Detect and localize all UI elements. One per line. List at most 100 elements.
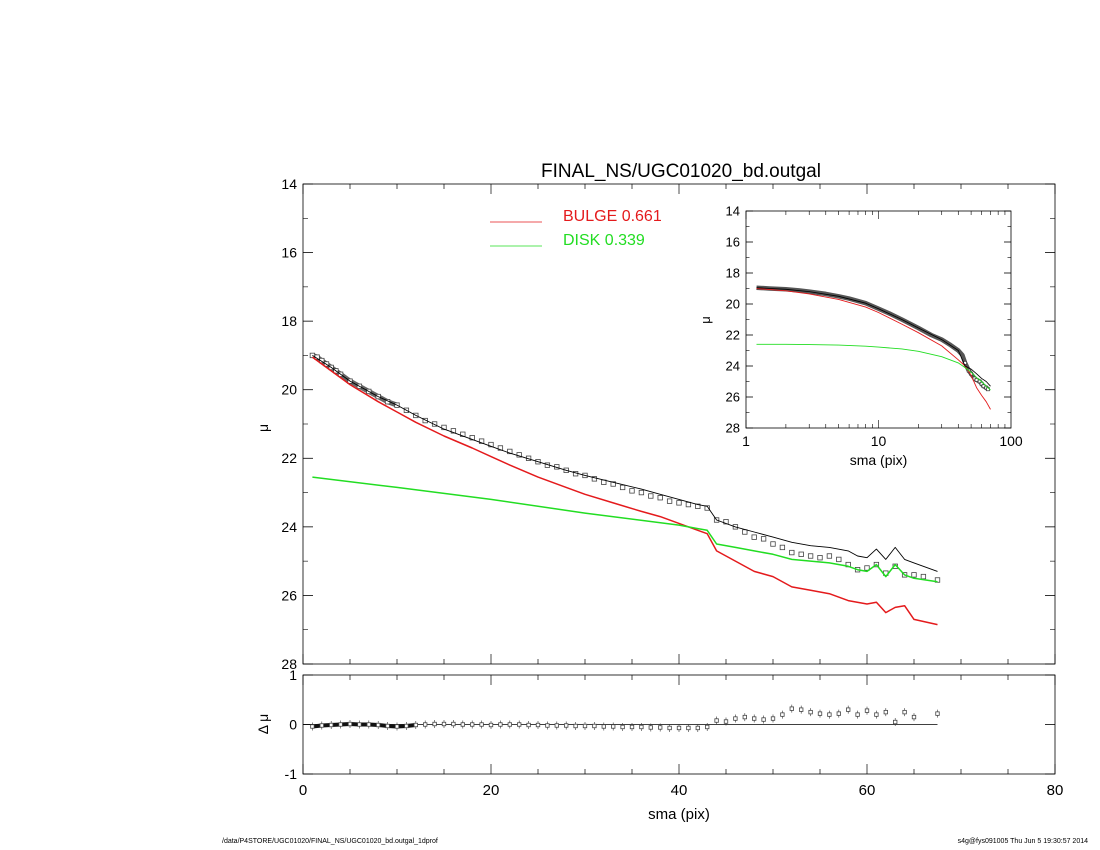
residual-point — [658, 725, 663, 730]
data-point — [742, 529, 748, 535]
residual-point — [742, 714, 747, 720]
x-tick-label: 20 — [483, 782, 500, 799]
residual-point — [357, 722, 362, 727]
residual-point — [770, 716, 776, 721]
footer-file-path: /data/P4STORE/UGC01020/FINAL_NS/UGC01020… — [222, 838, 438, 845]
residual-point — [733, 716, 738, 721]
data-point — [826, 553, 833, 559]
residual-point — [611, 724, 616, 729]
residual-point — [893, 719, 898, 725]
residual-point — [347, 721, 353, 727]
residual-point — [564, 723, 569, 728]
y-tick-label: 0 — [289, 716, 297, 732]
residual-band — [312, 722, 417, 729]
y-tick-label: -1 — [285, 766, 298, 782]
x-tick-label: 1 — [742, 433, 750, 449]
residual-point — [338, 722, 343, 727]
x-tick-label: 100 — [999, 433, 1023, 449]
residual-point — [404, 723, 409, 729]
residual-point — [935, 711, 940, 716]
residual-point — [836, 711, 841, 716]
residual-point — [695, 725, 700, 731]
y-tick-label: 20 — [281, 382, 297, 398]
residual-point — [423, 722, 428, 727]
residual-point — [686, 725, 691, 731]
residual-point — [846, 707, 851, 712]
data-point — [441, 424, 447, 431]
data-point — [450, 428, 457, 434]
data-point — [460, 431, 466, 437]
y-tick-label: 14 — [726, 204, 740, 219]
y-tick-label: 20 — [726, 297, 740, 312]
residual-point — [648, 725, 653, 730]
data-point — [478, 438, 485, 444]
data-point — [638, 489, 645, 496]
data-point — [497, 445, 504, 451]
data-point — [789, 549, 795, 556]
y-tick-label: 28 — [726, 421, 740, 436]
data-point — [751, 534, 757, 540]
y-tick-label: 18 — [281, 313, 297, 329]
residual-point — [808, 709, 813, 715]
residual-point — [470, 722, 475, 727]
residual-point — [517, 722, 522, 727]
data-point — [676, 500, 682, 506]
y-tick-label: 16 — [281, 244, 297, 260]
y-tick-label: 22 — [726, 328, 740, 343]
residual-point — [526, 722, 531, 728]
residual-point — [799, 707, 804, 712]
residual-point — [488, 722, 494, 728]
data-point — [657, 495, 663, 501]
residual-point — [554, 723, 559, 728]
residual-point — [507, 722, 512, 727]
data-point — [798, 551, 804, 557]
data-point — [591, 476, 598, 482]
residual-point — [761, 717, 766, 722]
y-tick-label: 24 — [281, 519, 297, 535]
residual-point — [667, 725, 672, 731]
x-axis-label: sma (pix) — [648, 806, 710, 823]
y-tick-label: 18 — [726, 266, 740, 281]
residual-point — [874, 712, 879, 717]
residual-point — [385, 723, 390, 729]
data-point — [760, 536, 767, 542]
residual-point — [451, 721, 456, 727]
y-axis-label: μ — [255, 424, 271, 432]
y-tick-label: 16 — [726, 235, 740, 250]
residual-point — [902, 709, 907, 715]
data-point — [488, 441, 494, 448]
bulge-line — [311, 356, 938, 626]
inset-x-axis-label: sma (pix) — [850, 452, 908, 468]
disk-line — [312, 476, 938, 583]
x-tick-label: 80 — [1047, 782, 1064, 799]
residual-point — [329, 722, 334, 728]
data-point — [319, 357, 325, 364]
residual-point — [705, 724, 710, 730]
residual-y-axis-label: Δ μ — [255, 714, 271, 735]
residual-point — [376, 722, 381, 728]
data-point — [934, 577, 941, 583]
model-line — [312, 355, 938, 572]
data-point — [431, 421, 438, 427]
residual-point — [460, 722, 465, 727]
data-point — [836, 556, 842, 563]
residual-point — [855, 712, 860, 717]
residual-point — [789, 706, 794, 711]
y-tick-label: 26 — [726, 390, 740, 405]
y-tick-label: 26 — [281, 587, 297, 603]
data-point — [666, 498, 673, 504]
data-point — [507, 448, 513, 455]
residual-point — [827, 712, 832, 717]
disk-line — [756, 343, 991, 391]
y-tick-label: 1 — [289, 667, 297, 683]
data-point — [770, 541, 776, 547]
legend-label: BULGE 0.661 — [563, 208, 662, 225]
residual-point — [817, 711, 823, 716]
data-point — [648, 493, 654, 499]
model-line — [756, 287, 991, 387]
residual-point — [573, 723, 578, 729]
residual-point — [432, 721, 437, 727]
main-profile-panel: 14 16 18 20 22 24 26 28 FINAL_NS/UGC01020_bd.out… — [255, 161, 1056, 672]
